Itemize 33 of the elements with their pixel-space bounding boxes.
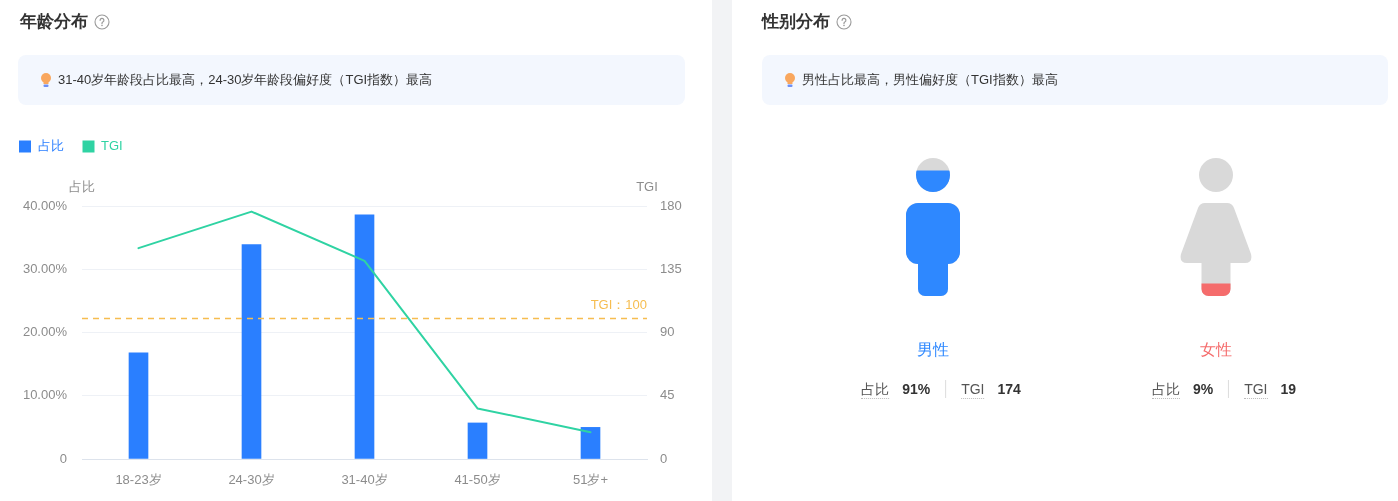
x-tick-label: 41-50岁 — [454, 472, 501, 488]
bar — [241, 244, 262, 459]
y2-tick-label: 45 — [660, 387, 675, 403]
x-tick-label: 24-30岁 — [228, 472, 275, 488]
text: 性别分布 — [762, 11, 830, 33]
category-label: 女性 — [1200, 340, 1232, 360]
y-axis-title: 占比 — [69, 178, 95, 194]
y-tick-label: 0 — [59, 450, 67, 466]
ref-line-label: TGI：100 — [590, 296, 647, 312]
bar — [467, 422, 488, 459]
y-tick-label: 30.00% — [22, 260, 68, 276]
legend-label: 占比 — [37, 138, 64, 154]
y-tick-label: 10.00% — [22, 387, 68, 403]
y2-tick-label: 90 — [660, 324, 675, 340]
y2-tick-label: 0 — [660, 450, 668, 466]
y2-axis-title: TGI — [636, 178, 658, 194]
x-tick-label: 51岁+ — [572, 472, 609, 488]
y2-tick-label: 135 — [660, 260, 682, 276]
text: 男性占比最高，男性偏好度（TGI指数）最高 — [802, 71, 1058, 89]
x-tick-label: 31-40岁 — [341, 472, 388, 488]
legend-label: TGI — [101, 138, 123, 154]
data-label: 91% — [902, 380, 931, 398]
bar — [128, 352, 149, 459]
chart-subtitle: 31-40岁年龄段占比最高，24-30岁年龄段偏好度（TGI指数）最高 — [58, 71, 433, 89]
bar — [354, 214, 375, 459]
y-tick-label: 40.00% — [22, 197, 68, 213]
chart-title: 年龄分布 — [20, 11, 88, 33]
x-tick-label: 18-23岁 — [115, 472, 162, 488]
bar — [580, 427, 601, 459]
series-label: 占比 — [861, 379, 890, 399]
y-tick-label: 20.00% — [22, 324, 68, 340]
category-label: 男性 — [917, 340, 949, 360]
y2-tick-label: 180 — [660, 197, 682, 213]
